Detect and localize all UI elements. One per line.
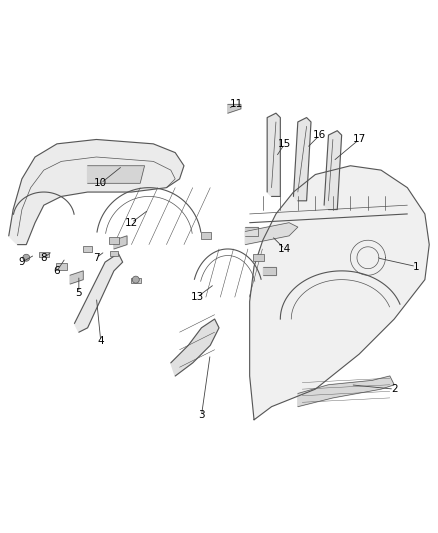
Polygon shape [171, 319, 219, 376]
Polygon shape [228, 104, 241, 113]
Text: 16: 16 [313, 130, 326, 140]
Polygon shape [324, 131, 342, 209]
Polygon shape [88, 166, 145, 183]
Text: 5: 5 [75, 288, 82, 298]
Text: 15: 15 [278, 139, 291, 149]
Bar [109, 237, 119, 244]
Bar [131, 278, 141, 283]
Text: 6: 6 [53, 266, 60, 276]
Polygon shape [9, 140, 184, 245]
Bar [56, 263, 67, 270]
Bar [201, 232, 211, 239]
Text: 11: 11 [230, 100, 243, 109]
Circle shape [132, 276, 139, 283]
Text: 1: 1 [413, 262, 420, 271]
Polygon shape [70, 271, 83, 284]
Text: 13: 13 [191, 292, 204, 302]
Bar [110, 251, 118, 256]
Polygon shape [114, 236, 127, 249]
Polygon shape [74, 253, 123, 332]
Text: 7: 7 [93, 253, 100, 263]
Text: 17: 17 [353, 134, 366, 144]
Polygon shape [245, 223, 298, 245]
Polygon shape [293, 118, 311, 201]
Polygon shape [298, 376, 394, 407]
Text: 2: 2 [391, 384, 398, 394]
Text: 3: 3 [198, 410, 205, 421]
Text: 8: 8 [40, 253, 47, 263]
Bar [83, 246, 92, 252]
Text: 14: 14 [278, 244, 291, 254]
Text: 9: 9 [18, 257, 25, 267]
Text: 12: 12 [125, 217, 138, 228]
Text: 4: 4 [97, 336, 104, 346]
Polygon shape [263, 266, 276, 275]
Polygon shape [250, 166, 429, 420]
Polygon shape [267, 113, 280, 197]
Circle shape [23, 254, 30, 261]
Text: 10: 10 [94, 178, 107, 188]
Bar [253, 254, 264, 261]
Bar [39, 252, 49, 257]
Polygon shape [245, 227, 258, 236]
